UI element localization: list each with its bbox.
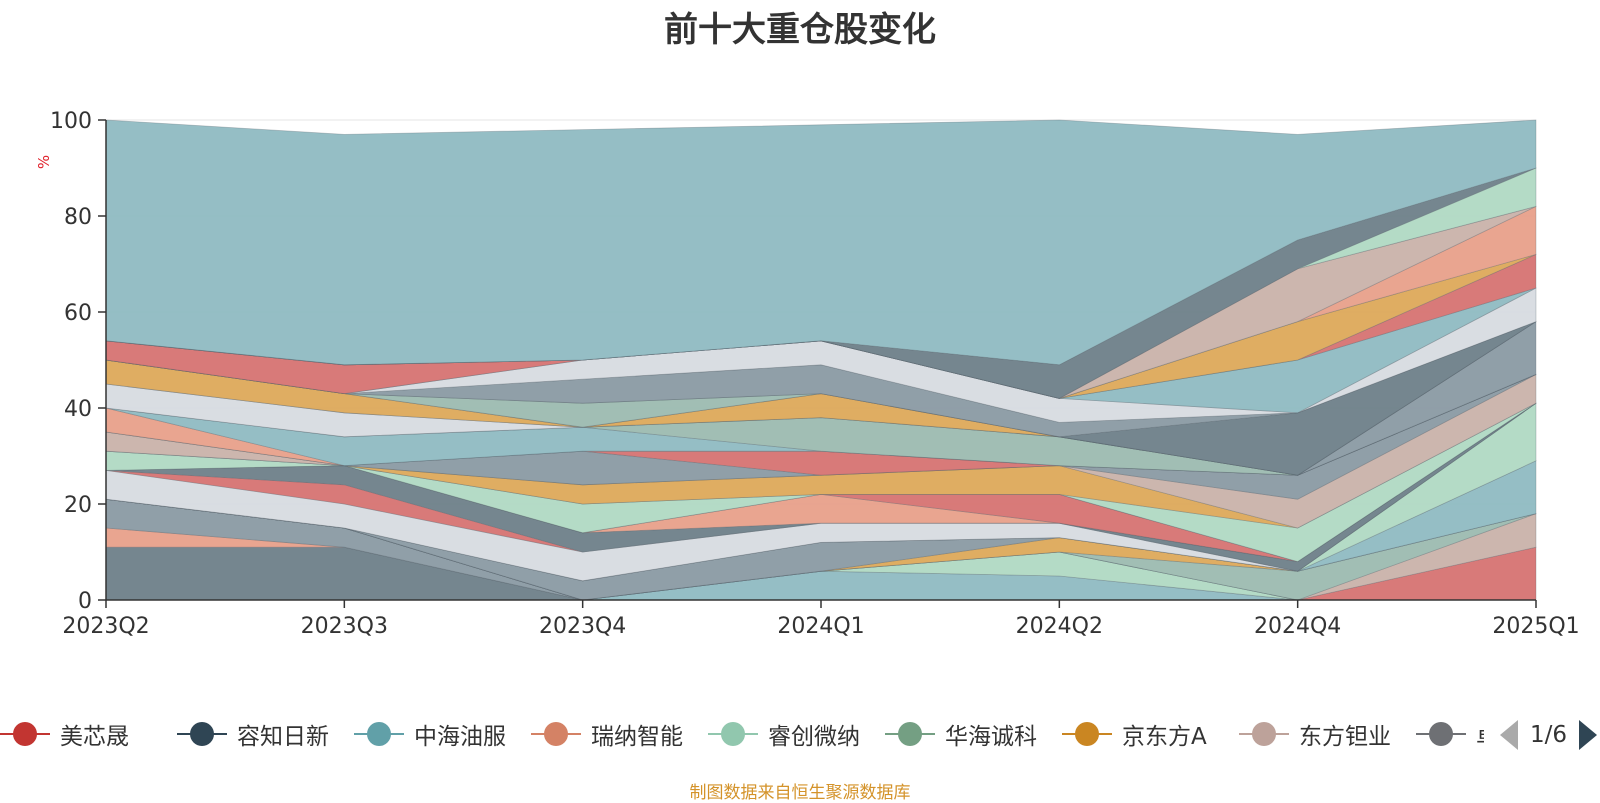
x-tick-label: 2023Q3 xyxy=(301,614,388,639)
legend-item[interactable]: 东方钽业 xyxy=(1239,714,1391,754)
legend-marker-icon xyxy=(531,722,581,746)
legend-prev-page-icon[interactable] xyxy=(1500,720,1518,750)
series-area-41 xyxy=(105,119,1537,366)
y-tick-label: 20 xyxy=(64,493,92,518)
legend-page-indicator: 1/6 xyxy=(1530,722,1568,748)
series-area-12 xyxy=(105,402,1537,582)
x-tick-label: 2025Q1 xyxy=(1492,614,1579,639)
y-axis-unit-label: % xyxy=(35,155,53,169)
legend-label: 瑞纳智能 xyxy=(591,724,683,750)
legend-pager: 1/6 xyxy=(1500,720,1598,750)
stacked-areas xyxy=(105,119,1537,601)
series-area-27 xyxy=(105,320,1537,476)
legend-marker-dot xyxy=(13,722,37,746)
series-area-17 xyxy=(105,402,1537,563)
legend-marker-icon xyxy=(177,722,227,746)
x-tick-label: 2024Q1 xyxy=(777,614,864,639)
series-area-5 xyxy=(105,498,1537,601)
legend-next-page-icon[interactable] xyxy=(1579,720,1598,750)
series-area-39 xyxy=(105,167,1537,399)
axes: 0 20 40 60 80 100 2023Q2 2023Q3 2023Q4 2024Q1 2024… xyxy=(50,109,1580,639)
legend-marker-dot xyxy=(721,722,745,746)
legend-item[interactable]: 中海油服 xyxy=(354,714,506,754)
legend-marker-dot xyxy=(190,722,214,746)
legend-label: 东方钽业 xyxy=(1299,724,1391,750)
data-source-note: 制图数据来自恒生聚源数据库 xyxy=(689,783,911,803)
legend-marker-icon xyxy=(1416,722,1466,746)
series-area-26 xyxy=(105,374,1537,476)
legend-item[interactable]: 京东方A xyxy=(1062,714,1207,754)
legend-item[interactable]: 美芯晟 xyxy=(0,714,129,754)
y-tick-label: 40 xyxy=(64,397,92,422)
legend: 美芯晟 容知日新 中海油服 瑞纳智能 睿创微纳 华海诚科 京东方A 东方钽业 卓然 1/6 xyxy=(0,714,1600,754)
legend-marker-icon xyxy=(0,722,50,746)
series-area-35 xyxy=(105,253,1537,399)
legend-item[interactable]: 瑞纳智能 xyxy=(531,714,683,754)
series-area-37 xyxy=(105,205,1537,399)
chart-title: 前十大重仓股变化 xyxy=(664,10,936,50)
series-area-20 xyxy=(105,373,1537,529)
legend-label: 京东方A xyxy=(1122,724,1207,750)
legend-marker-dot xyxy=(1429,722,1453,746)
legend-marker-icon xyxy=(885,722,935,746)
y-tick-label: 60 xyxy=(64,301,92,326)
series-area-10 xyxy=(105,460,1537,582)
y-tick-label: 100 xyxy=(50,109,92,134)
legend-marker-icon xyxy=(708,722,758,746)
legend-item[interactable]: 容知日新 xyxy=(177,714,329,754)
legend-label: 美芯晟 xyxy=(60,724,129,750)
legend-marker-dot xyxy=(1252,722,1276,746)
x-tick-label: 2024Q2 xyxy=(1016,614,1103,639)
legend-label: 卓然 xyxy=(1476,717,1484,751)
legend-marker-icon xyxy=(1062,722,1112,746)
legend-label: 容知日新 xyxy=(237,724,329,750)
legend-marker-dot xyxy=(898,722,922,746)
series-area-28 xyxy=(105,321,1537,476)
legend-label: 华海诚科 xyxy=(945,724,1037,750)
legend-marker-dot xyxy=(1075,722,1099,746)
y-tick-label: 80 xyxy=(64,205,92,230)
legend-label: 睿创微纳 xyxy=(768,724,860,750)
legend-label: 中海油服 xyxy=(414,724,506,750)
legend-items: 美芯晟 容知日新 中海油服 瑞纳智能 睿创微纳 华海诚科 京东方A 东方钽业 卓然 xyxy=(0,714,1484,754)
legend-item[interactable]: 卓然 xyxy=(1416,714,1484,754)
x-tick-label: 2023Q2 xyxy=(62,614,149,639)
legend-item[interactable]: 华海诚科 xyxy=(885,714,1037,754)
series-area-11 xyxy=(105,402,1537,582)
x-tick-label: 2024Q4 xyxy=(1254,614,1341,639)
legend-marker-icon xyxy=(1239,722,1289,746)
legend-item[interactable]: 睿创微纳 xyxy=(708,714,860,754)
series-area-33 xyxy=(105,287,1537,423)
legend-marker-dot xyxy=(544,722,568,746)
y-tick-label: 0 xyxy=(78,589,92,614)
x-tick-label: 2023Q4 xyxy=(539,614,626,639)
series-area-6 xyxy=(105,498,1537,601)
legend-marker-dot xyxy=(367,722,391,746)
legend-marker-icon xyxy=(354,722,404,746)
